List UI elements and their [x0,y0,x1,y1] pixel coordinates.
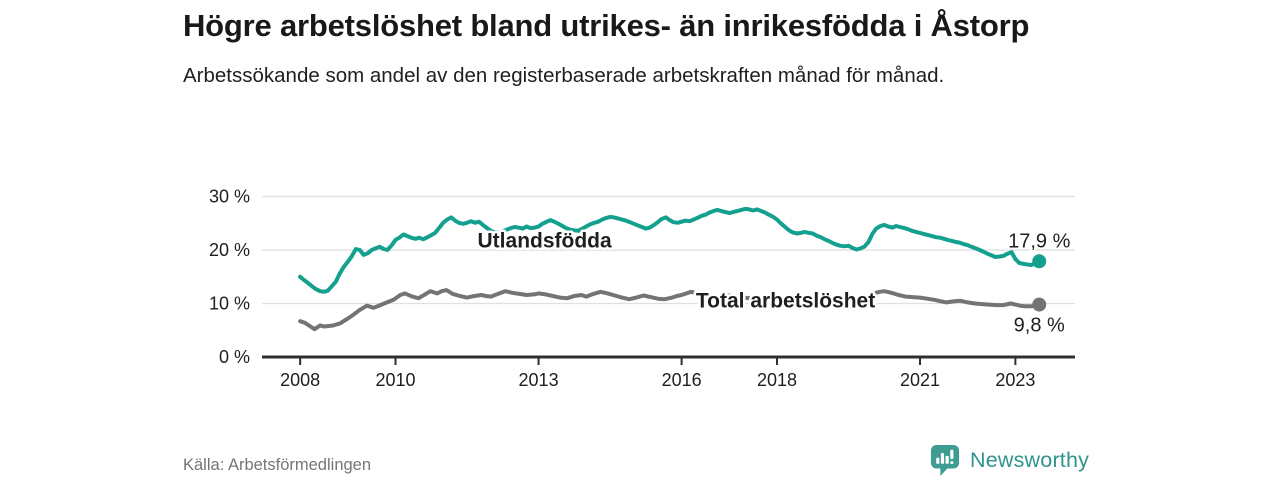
y-tick-label: 0 % [219,347,250,367]
y-tick-label: 30 % [209,187,250,207]
newsworthy-chart-bubble-icon [930,445,960,476]
x-tick-label: 2021 [900,370,940,390]
x-tick-label: 2018 [757,370,797,390]
x-tick-label: 2023 [995,370,1035,390]
series-line [298,206,1042,294]
series-end-dot [1032,297,1047,312]
x-tick-label: 2010 [375,370,415,390]
series-end-dot [1032,254,1047,269]
x-tick-label: 2013 [519,370,559,390]
x-tick-label: 2008 [280,370,320,390]
y-tick-label: 20 % [209,240,250,260]
page-title: Högre arbetslöshet bland utrikes- än inr… [183,8,1030,43]
series-end-value: 9,8 % [1014,315,1065,337]
series-line [298,288,1042,332]
chart-header: Högre arbetslöshet bland utrikes- än inr… [183,6,1029,90]
series-label: Utlandsfödda [478,229,612,252]
page-subtitle: Arbetssökande som andel av den registerb… [183,63,945,87]
source-note: Källa: Arbetsförmedlingen [183,456,372,474]
series-end-value: 17,9 % [1008,230,1070,252]
x-tick-label: 2016 [662,370,702,390]
y-tick-label: 10 % [209,294,250,314]
series-label: Total arbetslöshet [696,289,875,312]
newsworthy-logo[interactable]: Newsworthy [930,444,1089,477]
newsworthy-wordmark: Newsworthy [970,448,1090,472]
